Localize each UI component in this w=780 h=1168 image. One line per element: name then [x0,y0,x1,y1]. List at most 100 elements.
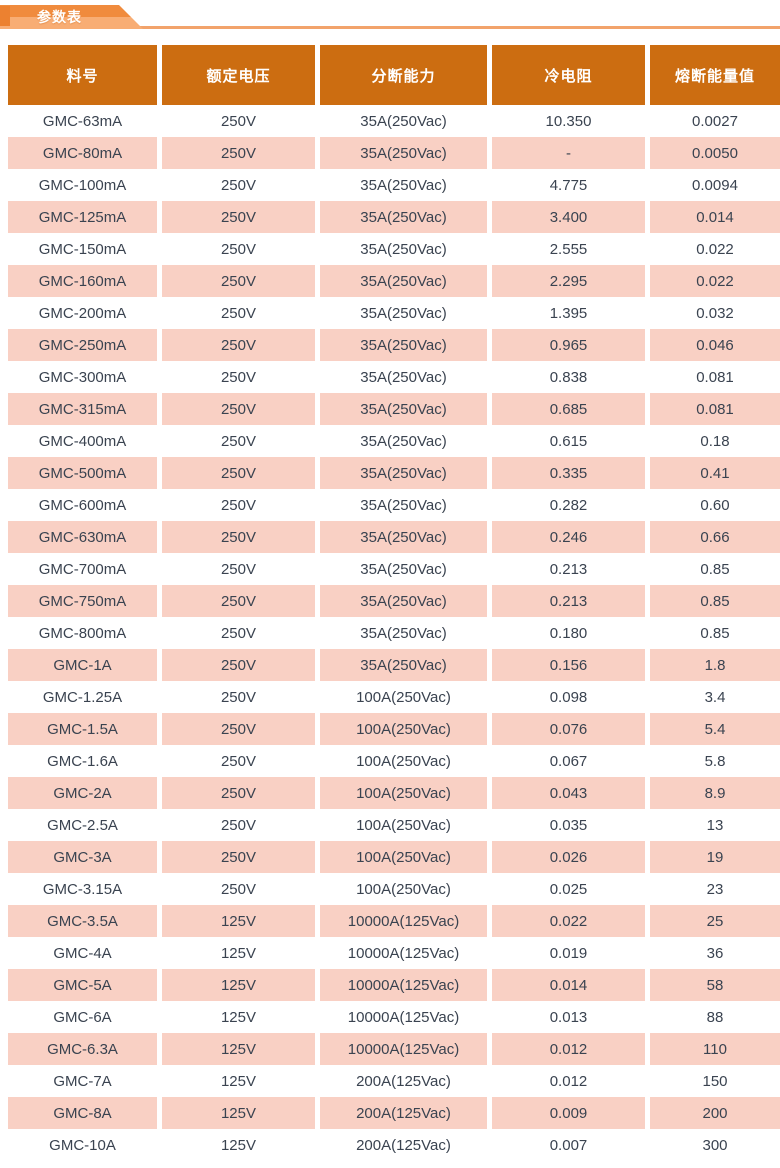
cell-fusing-energy: 0.0027 [650,105,780,137]
cell-fusing-energy: 0.081 [650,361,780,393]
cell-part-number: GMC-2A [8,777,157,809]
cell-fusing-energy: 0.85 [650,617,780,649]
cell-cold-resistance: 0.009 [492,1097,645,1129]
cell-part-number: GMC-1A [8,649,157,681]
cell-part-number: GMC-750mA [8,585,157,617]
cell-rated-voltage: 250V [162,585,315,617]
cell-breaking-capacity: 35A(250Vac) [320,297,487,329]
cell-fusing-energy: 23 [650,873,780,905]
cell-rated-voltage: 250V [162,553,315,585]
cell-rated-voltage: 250V [162,841,315,873]
table-row: GMC-2.5A 250V 100A(250Vac) 0.035 13 [8,809,780,841]
table-row: GMC-500mA 250V 35A(250Vac) 0.335 0.41 [8,457,780,489]
cell-cold-resistance: - [492,137,645,169]
cell-cold-resistance: 0.246 [492,521,645,553]
parameter-table-tab-label: 参数表 [37,9,82,25]
cell-rated-voltage: 250V [162,745,315,777]
cell-fusing-energy: 0.60 [650,489,780,521]
column-header-part-number: 料号 [8,45,157,105]
cell-cold-resistance: 2.295 [492,265,645,297]
table-row: GMC-1A 250V 35A(250Vac) 0.156 1.8 [8,649,780,681]
table-row: GMC-300mA 250V 35A(250Vac) 0.838 0.081 [8,361,780,393]
cell-part-number: GMC-6.3A [8,1033,157,1065]
cell-rated-voltage: 125V [162,1033,315,1065]
cell-cold-resistance: 0.838 [492,361,645,393]
cell-fusing-energy: 25 [650,905,780,937]
cell-part-number: GMC-80mA [8,137,157,169]
cell-fusing-energy: 0.85 [650,585,780,617]
cell-part-number: GMC-7A [8,1065,157,1097]
cell-cold-resistance: 0.025 [492,873,645,905]
cell-part-number: GMC-160mA [8,265,157,297]
cell-fusing-energy: 3.4 [650,681,780,713]
cell-cold-resistance: 0.076 [492,713,645,745]
cell-breaking-capacity: 10000A(125Vac) [320,1001,487,1033]
cell-fusing-energy: 0.66 [650,521,780,553]
cell-cold-resistance: 0.019 [492,937,645,969]
cell-cold-resistance: 0.213 [492,585,645,617]
cell-breaking-capacity: 35A(250Vac) [320,105,487,137]
cell-part-number: GMC-63mA [8,105,157,137]
cell-fusing-energy: 0.85 [650,553,780,585]
cell-rated-voltage: 125V [162,1065,315,1097]
cell-part-number: GMC-250mA [8,329,157,361]
cell-breaking-capacity: 35A(250Vac) [320,425,487,457]
cell-breaking-capacity: 200A(125Vac) [320,1097,487,1129]
table-row: GMC-800mA 250V 35A(250Vac) 0.180 0.85 [8,617,780,649]
cell-breaking-capacity: 35A(250Vac) [320,361,487,393]
cell-cold-resistance: 0.685 [492,393,645,425]
table-row: GMC-1.6A 250V 100A(250Vac) 0.067 5.8 [8,745,780,777]
cell-part-number: GMC-200mA [8,297,157,329]
table-row: GMC-315mA 250V 35A(250Vac) 0.685 0.081 [8,393,780,425]
cell-cold-resistance: 0.615 [492,425,645,457]
cell-breaking-capacity: 200A(125Vac) [320,1065,487,1097]
cell-breaking-capacity: 35A(250Vac) [320,649,487,681]
cell-part-number: GMC-150mA [8,233,157,265]
cell-fusing-energy: 5.4 [650,713,780,745]
cell-part-number: GMC-10A [8,1129,157,1161]
cell-fusing-energy: 0.081 [650,393,780,425]
cell-breaking-capacity: 35A(250Vac) [320,617,487,649]
section-banner: 参数表 [0,0,780,45]
column-header-fusing-energy: 熔断能量值 [650,45,780,105]
cell-rated-voltage: 125V [162,937,315,969]
table-row: GMC-3A 250V 100A(250Vac) 0.026 19 [8,841,780,873]
cell-breaking-capacity: 10000A(125Vac) [320,937,487,969]
cell-breaking-capacity: 35A(250Vac) [320,233,487,265]
cell-cold-resistance: 0.067 [492,745,645,777]
cell-rated-voltage: 250V [162,713,315,745]
table-row: GMC-150mA 250V 35A(250Vac) 2.555 0.022 [8,233,780,265]
cell-part-number: GMC-1.6A [8,745,157,777]
table-row: GMC-125mA 250V 35A(250Vac) 3.400 0.014 [8,201,780,233]
cell-cold-resistance: 0.098 [492,681,645,713]
table-row: GMC-6.3A 125V 10000A(125Vac) 0.012 110 [8,1033,780,1065]
cell-rated-voltage: 250V [162,201,315,233]
parameter-table-tab[interactable]: 参数表 [0,5,143,29]
cell-breaking-capacity: 100A(250Vac) [320,745,487,777]
cell-breaking-capacity: 35A(250Vac) [320,265,487,297]
cell-fusing-energy: 58 [650,969,780,1001]
cell-part-number: GMC-2.5A [8,809,157,841]
table-row: GMC-2A 250V 100A(250Vac) 0.043 8.9 [8,777,780,809]
cell-cold-resistance: 0.180 [492,617,645,649]
cell-cold-resistance: 10.350 [492,105,645,137]
cell-part-number: GMC-500mA [8,457,157,489]
table-row: GMC-200mA 250V 35A(250Vac) 1.395 0.032 [8,297,780,329]
table-row: GMC-5A 125V 10000A(125Vac) 0.014 58 [8,969,780,1001]
table-row: GMC-63mA 250V 35A(250Vac) 10.350 0.0027 [8,105,780,137]
table-row: GMC-4A 125V 10000A(125Vac) 0.019 36 [8,937,780,969]
cell-breaking-capacity: 100A(250Vac) [320,841,487,873]
cell-cold-resistance: 0.043 [492,777,645,809]
cell-cold-resistance: 0.965 [492,329,645,361]
cell-breaking-capacity: 35A(250Vac) [320,137,487,169]
cell-cold-resistance: 0.335 [492,457,645,489]
cell-rated-voltage: 250V [162,233,315,265]
cell-fusing-energy: 150 [650,1065,780,1097]
cell-rated-voltage: 250V [162,457,315,489]
cell-rated-voltage: 125V [162,969,315,1001]
cell-breaking-capacity: 35A(250Vac) [320,521,487,553]
table-row: GMC-10A 125V 200A(125Vac) 0.007 300 [8,1129,780,1161]
cell-breaking-capacity: 200A(125Vac) [320,1129,487,1161]
cell-part-number: GMC-3.15A [8,873,157,905]
cell-rated-voltage: 250V [162,489,315,521]
